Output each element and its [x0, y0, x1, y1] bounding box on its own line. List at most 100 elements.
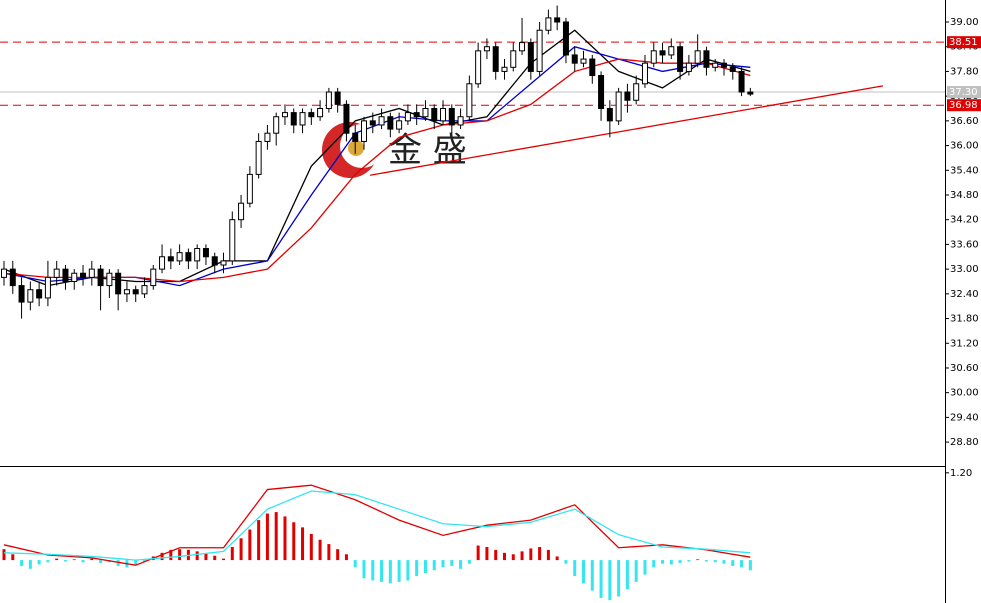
candle-body: [317, 107, 324, 118]
candle-body: [738, 70, 745, 93]
candle-body: [747, 91, 754, 95]
histogram-bar: [55, 558, 59, 561]
candle-body: [387, 116, 394, 130]
histogram-bar: [292, 522, 296, 561]
candle-body: [281, 112, 288, 118]
candle-body: [44, 276, 51, 299]
candle-body: [115, 272, 122, 295]
candle-body: [167, 256, 174, 262]
candle-body: [159, 256, 166, 270]
candle-body: [413, 112, 420, 118]
histogram-bar: [230, 547, 234, 561]
candle-body: [492, 46, 499, 72]
histogram-bar: [634, 560, 638, 582]
candle-body: [659, 50, 666, 56]
histogram-bar: [669, 560, 673, 565]
histogram-bar: [327, 544, 331, 561]
candle-body: [80, 272, 87, 278]
histogram-bar: [538, 547, 542, 561]
histogram-bar: [590, 560, 594, 591]
candle-body: [448, 107, 455, 126]
histogram-bar: [546, 549, 550, 561]
candle-body: [27, 289, 34, 303]
candle-body: [185, 252, 192, 262]
candle-body: [325, 91, 332, 109]
histogram-bar: [353, 560, 357, 568]
histogram-bar: [748, 560, 752, 571]
candle-body: [615, 91, 622, 122]
candle-body: [361, 120, 368, 142]
candle-body: [589, 58, 596, 77]
candle-body: [71, 272, 78, 282]
histogram-bar: [397, 560, 401, 582]
moving-average: [3, 29, 751, 287]
histogram-bar: [336, 549, 340, 561]
macd-line: [3, 484, 751, 566]
candle-body: [36, 289, 43, 299]
candle-body: [562, 21, 569, 56]
histogram-bar: [617, 560, 621, 597]
histogram-bar: [160, 552, 164, 561]
y-tick-label: 33.00: [950, 264, 979, 275]
histogram-bar: [476, 545, 480, 561]
candle-body: [150, 268, 157, 287]
histogram-bar: [20, 560, 24, 566]
histogram-bar: [485, 547, 489, 561]
histogram-bar: [722, 560, 726, 564]
y-tick-label: 30.60: [950, 363, 979, 374]
level-label: 36.98: [949, 100, 978, 111]
candle-body: [641, 62, 648, 85]
candle-body: [598, 75, 605, 109]
histogram-bar: [494, 549, 498, 561]
histogram-bar: [511, 554, 515, 561]
histogram-bar: [423, 560, 427, 574]
candle-body: [106, 272, 113, 287]
candle-body: [431, 107, 438, 122]
histogram-bar: [63, 560, 67, 562]
candle-body: [202, 248, 209, 258]
candle-body: [290, 112, 297, 126]
histogram-bar: [265, 513, 269, 561]
histogram-bar: [502, 552, 506, 561]
histogram-bar: [582, 560, 586, 584]
histogram-bar: [731, 560, 735, 566]
y-tick-label: 36.60: [950, 116, 979, 127]
y-tick-label: 39.00: [950, 17, 979, 28]
histogram-bar: [195, 551, 199, 561]
candle-body: [238, 202, 245, 221]
candle-body: [123, 289, 130, 295]
histogram-bar: [406, 560, 410, 581]
histogram-bar: [599, 560, 603, 598]
histogram-bar: [239, 538, 243, 561]
candle-body: [343, 103, 350, 134]
histogram-bar: [652, 560, 656, 568]
histogram-bar: [204, 553, 208, 561]
histogram-bar: [178, 549, 182, 561]
level-tag: [947, 99, 981, 112]
candle-body: [220, 260, 227, 266]
histogram-bar: [257, 520, 261, 561]
candle-body: [457, 116, 464, 126]
candle-body: [545, 17, 552, 31]
candle-body: [633, 83, 640, 101]
level-label: 38.51: [949, 37, 978, 48]
histogram-bar: [564, 560, 568, 564]
histogram-bar: [116, 560, 120, 566]
candle-body: [720, 62, 727, 68]
candle-body: [1, 268, 8, 278]
histogram-bar: [696, 559, 700, 561]
y-tick-label: 35.40: [950, 165, 979, 176]
candle-body: [685, 62, 692, 72]
histogram-bar: [283, 516, 287, 561]
candle-body: [229, 219, 236, 262]
candle-body: [624, 91, 631, 101]
candle-body: [18, 285, 25, 303]
candle-body: [378, 116, 385, 126]
candle-body: [527, 42, 534, 72]
histogram-bar: [415, 560, 419, 577]
y-tick-label: 32.40: [950, 289, 979, 300]
candle-body: [501, 66, 508, 72]
candle-body: [536, 29, 543, 72]
y-tick-label: 34.80: [950, 190, 979, 201]
